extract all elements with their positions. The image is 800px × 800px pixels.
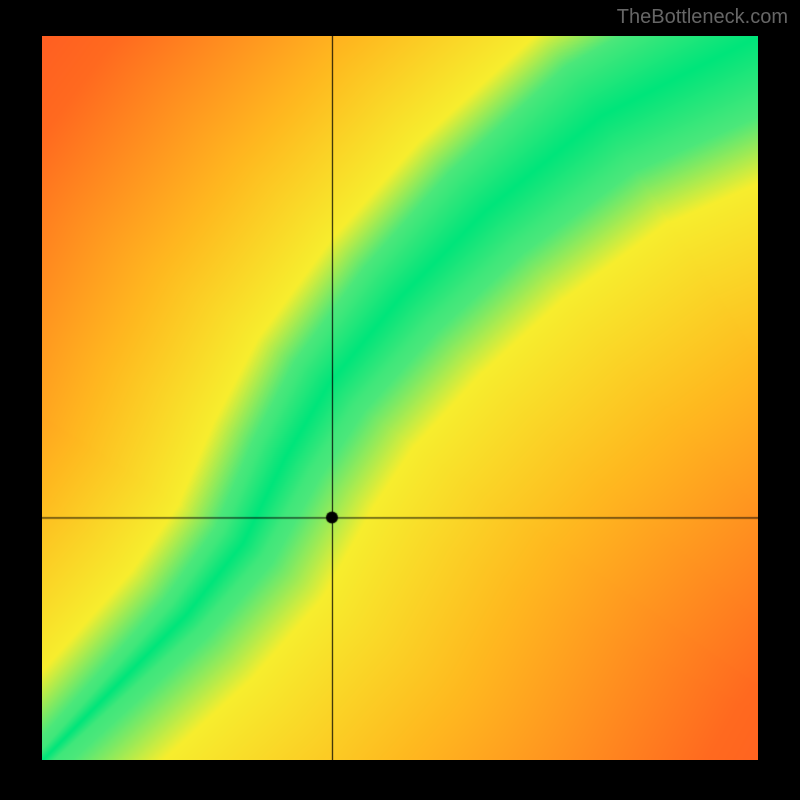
watermark-text: TheBottleneck.com xyxy=(617,6,788,29)
chart-container: TheBottleneck.com xyxy=(0,0,800,800)
heatmap-canvas xyxy=(42,36,758,760)
plot-area xyxy=(42,36,758,760)
